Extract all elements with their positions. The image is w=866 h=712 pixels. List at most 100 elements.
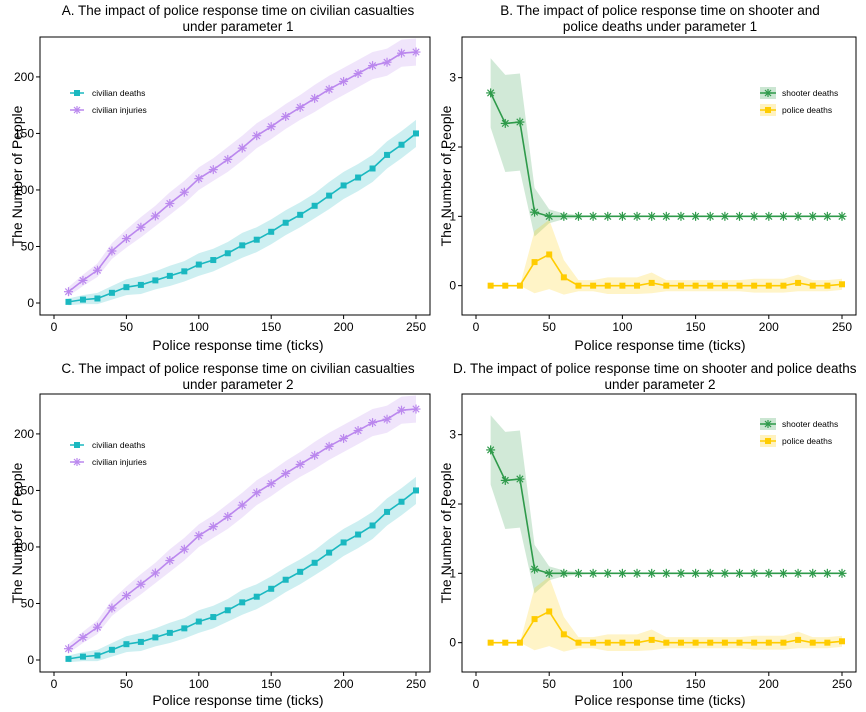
data-point <box>94 652 101 659</box>
data-point <box>369 522 376 529</box>
data-point <box>604 282 611 289</box>
x-tick-label: 0 <box>473 677 480 691</box>
panel-c-xlabel: Police response time (ticks) <box>152 692 323 708</box>
y-tick-label: 0 <box>449 279 456 293</box>
data-point <box>413 130 419 137</box>
y-tick-label: 100 <box>14 540 34 554</box>
panel-a-legend: civilian deaths civilian injuries <box>70 88 147 115</box>
panel-a: A. The impact of police response time on… <box>9 3 431 353</box>
data-point <box>663 639 670 646</box>
data-point <box>822 568 832 578</box>
legend-c-injuries-marker <box>73 458 81 466</box>
data-point <box>411 404 421 414</box>
data-point <box>676 211 686 221</box>
data-point <box>560 631 567 638</box>
data-point <box>720 211 730 221</box>
data-point <box>560 274 567 281</box>
panel-b-frame <box>461 36 857 316</box>
x-tick-label: 150 <box>261 320 281 334</box>
data-point <box>223 154 233 164</box>
data-point <box>63 287 73 297</box>
data-point <box>500 118 510 128</box>
data-point <box>123 641 130 648</box>
data-point <box>79 296 86 303</box>
x-tick-label: 250 <box>406 677 426 691</box>
data-point <box>281 468 291 478</box>
data-point <box>339 76 349 86</box>
data-point <box>295 102 305 112</box>
panel-a-xlabel: Police response time (ticks) <box>152 337 323 353</box>
data-point <box>632 211 642 221</box>
y-tick-label: 3 <box>449 428 456 442</box>
data-point <box>368 61 378 71</box>
data-point <box>79 653 86 660</box>
data-point <box>515 474 525 484</box>
panel-b-plot: 0 50 100 150 200 250 0 1 2 3 <box>449 58 852 334</box>
ci-band <box>68 38 416 297</box>
ci-band <box>490 576 842 652</box>
y-tick-label: 50 <box>21 239 35 253</box>
data-point <box>487 639 494 646</box>
data-point <box>65 298 72 305</box>
data-point <box>152 634 159 641</box>
data-point <box>793 211 803 221</box>
data-point <box>575 282 582 289</box>
legend-a-deaths-marker <box>74 90 80 96</box>
data-point <box>239 599 246 606</box>
data-point <box>311 202 318 209</box>
panel-c-ylabel: The Number of People <box>9 462 25 603</box>
legend-d-shooter-label: shooter deaths <box>782 419 838 429</box>
legend-b-shooter-label: shooter deaths <box>782 88 838 98</box>
x-tick-label: 100 <box>189 677 209 691</box>
panel-b: B. The impact of police response time on… <box>438 3 857 353</box>
data-point <box>735 211 745 221</box>
panel-c: C. The impact of police response time on… <box>9 361 431 708</box>
data-point <box>603 568 613 578</box>
data-point <box>310 93 320 103</box>
panel-d: D. The impact of police response time on… <box>438 361 857 708</box>
y-tick-label: 0 <box>27 653 34 667</box>
data-point <box>150 211 160 221</box>
data-point <box>515 117 525 127</box>
data-point <box>604 639 611 646</box>
data-point <box>223 511 233 521</box>
ci-band <box>490 219 842 295</box>
data-point <box>705 211 715 221</box>
data-point <box>559 211 569 221</box>
data-point <box>121 234 131 244</box>
data-point <box>281 111 291 121</box>
data-point <box>809 639 816 646</box>
x-tick-label: 100 <box>189 320 209 334</box>
data-point <box>736 639 743 646</box>
data-point <box>108 289 115 296</box>
data-point <box>486 88 496 98</box>
x-tick-label: 200 <box>759 677 779 691</box>
data-point <box>369 165 376 172</box>
data-point <box>340 539 347 546</box>
data-point <box>165 199 175 209</box>
data-point <box>194 531 204 541</box>
data-point <box>384 508 391 515</box>
data-point <box>751 282 758 289</box>
data-point <box>705 568 715 578</box>
data-point <box>195 618 202 625</box>
panel-a-subtitle: under parameter 1 <box>182 19 293 34</box>
x-tick-label: 150 <box>686 677 706 691</box>
x-tick-label: 200 <box>759 320 779 334</box>
panel-a-ylabel: The Number of People <box>9 105 25 246</box>
data-point <box>210 257 217 264</box>
panel-d-xlabel: Police response time (ticks) <box>574 692 745 708</box>
x-tick-label: 50 <box>120 677 134 691</box>
data-point <box>648 636 655 643</box>
data-point <box>603 211 613 221</box>
panel-c-subtitle: under parameter 2 <box>182 377 293 392</box>
data-point <box>398 498 405 505</box>
data-point <box>137 638 144 645</box>
data-point <box>397 405 407 415</box>
data-point <box>516 282 523 289</box>
data-point <box>252 488 262 498</box>
data-point <box>573 568 583 578</box>
data-point <box>588 568 598 578</box>
data-point <box>837 568 847 578</box>
data-point <box>824 639 831 646</box>
